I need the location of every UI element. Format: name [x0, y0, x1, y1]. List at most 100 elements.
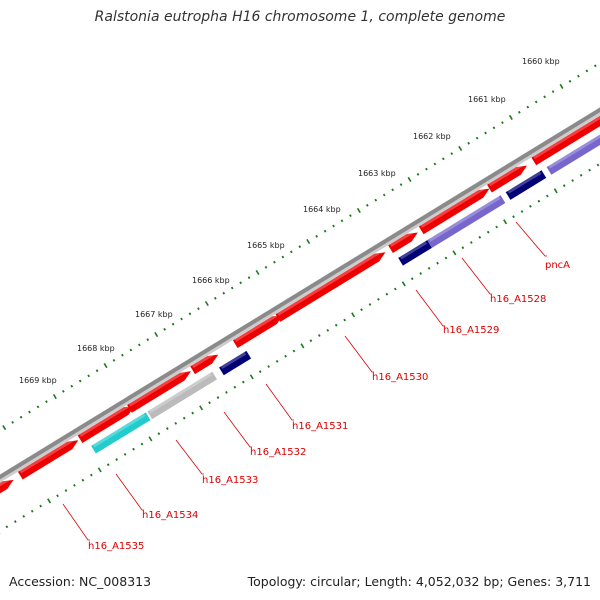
outer-tick	[95, 369, 99, 373]
inner-tick	[351, 312, 356, 318]
outer-tick	[399, 183, 403, 187]
scale-labels: 1660 kbp 1661 kbp 1662 kbp 1663 kbp 1664 kbp…	[19, 57, 560, 385]
outer-tick	[197, 307, 200, 311]
outer-tick	[298, 245, 302, 249]
inner-tick	[182, 416, 186, 420]
callout-line	[415, 289, 445, 327]
outer-tick	[315, 234, 318, 238]
inner-tick	[596, 163, 600, 167]
outer-tick	[382, 193, 386, 197]
inner-tick	[410, 277, 414, 281]
inner-tick	[81, 478, 85, 482]
inner-tick	[157, 432, 161, 436]
inner-tick	[123, 452, 127, 456]
callout-line	[265, 383, 294, 421]
reverse-gene-bar	[546, 134, 600, 175]
scale-label: 1664 kbp	[303, 205, 341, 214]
inner-tick	[385, 292, 389, 296]
inner-tick	[56, 494, 59, 498]
scale-label: 1667 kbp	[135, 310, 173, 319]
outer-tick	[365, 203, 369, 207]
inner-tick	[326, 328, 330, 332]
inner-tick	[545, 194, 549, 198]
outer-tick	[526, 105, 530, 109]
forward-gene-arrow	[232, 312, 284, 349]
inner-tick	[309, 339, 313, 343]
inner-tick	[208, 401, 211, 405]
inner-tick	[64, 489, 68, 492]
outer-tick	[323, 229, 327, 233]
inner-tick	[553, 188, 558, 194]
inner-tick	[495, 225, 499, 229]
outer-tick	[188, 312, 192, 316]
inner-tick	[165, 427, 169, 430]
inner-tick	[233, 385, 237, 389]
inner-scale-ticks	[0, 163, 600, 534]
outer-tick	[28, 410, 31, 414]
outer-tick	[450, 152, 454, 156]
gene-label: h16_A1528	[490, 294, 546, 305]
inner-tick	[30, 509, 34, 513]
gene-label: h16_A1532	[250, 447, 306, 458]
outer-tick	[171, 322, 175, 326]
outer-tick	[239, 281, 242, 285]
gene-label: h16_A1531	[292, 421, 348, 432]
outer-tick	[121, 353, 124, 357]
inner-tick	[275, 359, 279, 363]
outer-tick	[356, 207, 361, 214]
inner-tick	[588, 168, 591, 172]
inner-tick	[334, 323, 338, 327]
gene-label: h16_A1533	[202, 475, 258, 486]
outer-tick	[332, 224, 335, 228]
inner-tick	[216, 396, 220, 399]
outer-tick	[213, 296, 217, 300]
outer-tick	[508, 114, 513, 121]
outer-tick	[112, 358, 116, 362]
inner-tick	[444, 256, 448, 260]
inner-tick	[267, 365, 270, 368]
callout-line	[115, 473, 144, 511]
outer-tick	[52, 393, 57, 400]
outer-tick	[163, 327, 166, 331]
inner-tick	[5, 525, 9, 529]
outer-tick	[467, 141, 470, 145]
callout-line	[62, 503, 90, 541]
inner-tick	[73, 483, 76, 487]
forward-gene-arrow	[127, 368, 191, 413]
reverse-gene-bar	[398, 240, 432, 266]
inner-tick	[478, 235, 482, 239]
outer-tick	[391, 188, 394, 192]
inner-tick	[461, 246, 465, 250]
inner-tick	[343, 318, 346, 322]
outer-scale-ticks	[2, 64, 597, 431]
outer-tick	[551, 90, 555, 94]
inner-tick	[436, 261, 439, 265]
outer-tick	[534, 100, 538, 104]
callout-line	[223, 411, 252, 448]
outer-tick	[103, 362, 108, 369]
inner-tick	[317, 334, 321, 337]
inner-tick	[115, 458, 118, 461]
gene-label: h16_A1530	[372, 372, 428, 383]
inner-tick	[258, 370, 262, 374]
callout-line	[175, 439, 204, 475]
outer-tick	[255, 269, 260, 276]
outer-tick	[543, 95, 547, 99]
inner-tick	[512, 215, 515, 219]
inner-tick	[562, 184, 566, 188]
outer-tick	[70, 384, 74, 388]
outer-tick	[61, 389, 65, 393]
outer-tick	[585, 69, 589, 73]
inner-tick	[241, 380, 245, 384]
forward-gene-arrow	[531, 115, 600, 166]
inner-tick	[486, 230, 490, 234]
inner-tick	[89, 473, 93, 477]
inner-tick	[97, 467, 102, 473]
inner-tick	[401, 281, 406, 287]
inner-tick	[140, 442, 144, 446]
inner-tick	[292, 349, 296, 353]
outer-tick	[433, 162, 437, 166]
forward-gene-arrow	[190, 351, 219, 375]
gene-label: h16_A1535	[88, 541, 144, 552]
